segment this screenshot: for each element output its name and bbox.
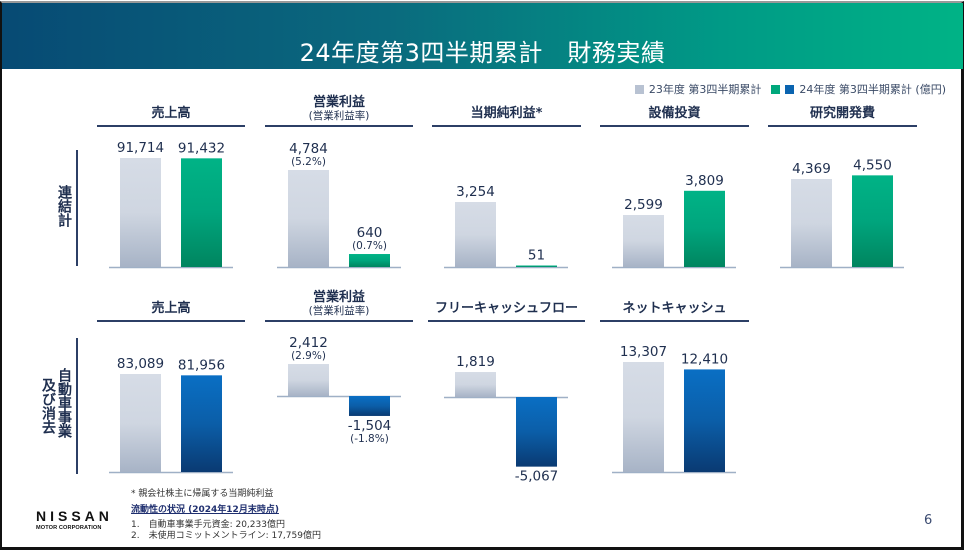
chart-panel: 4,369 4,550 [780, 157, 904, 269]
panel-title-text: 営業利益 [312, 290, 365, 305]
bar-prev-year [623, 215, 664, 267]
panel-subtitle-text: (営業利益率) [308, 110, 370, 122]
chart-panel: 4,784(5.2%) 640(0.7%) [277, 141, 401, 269]
data-sublabel: (2.9%) [291, 350, 326, 362]
row-label-auto-line1: 自動車事業 [56, 368, 72, 438]
data-sublabel: (-1.8%) [350, 433, 389, 445]
bar-current-year [349, 396, 390, 416]
bar-current-year [516, 397, 557, 467]
bar-prev-year [288, 364, 329, 396]
bar-current-year [852, 175, 893, 267]
panel-title-rnd: 研究開発費 [768, 103, 917, 127]
bar-current-year [684, 190, 725, 267]
chart-panel: 13,307 12,410 [612, 344, 736, 474]
data-sublabel: (5.2%) [291, 156, 326, 168]
bar-prev-year [120, 158, 161, 267]
chart-panel: 1,819 -5,067 [444, 354, 568, 485]
legend-swatch-prev [634, 84, 644, 94]
legend: 23年度 第3四半期累計 24年度 第3四半期累計 (億円) [625, 81, 946, 97]
bar-prev-year [455, 372, 496, 397]
panel-title-sales-auto: 売上高 [97, 298, 245, 322]
panel-title-fcf: フリーキャッシュフロー [428, 298, 585, 322]
nissan-logo: NISSAN MOTOR CORPORATION [36, 508, 122, 531]
data-label: 13,307 [620, 344, 667, 360]
page-number: 6 [924, 513, 933, 528]
legend-item-curr: 24年度 第3四半期累計 (億円) [771, 81, 946, 97]
row-label-auto-line2: 及び消去 [40, 378, 56, 434]
legend-swatch-curr-auto [785, 84, 795, 94]
header-band: 24年度第3四半期累計 財務実績 [2, 3, 963, 69]
liquidity-title: 流動性の状況 (2024年12月末時点) [131, 505, 279, 515]
legend-item-prev: 23年度 第3四半期累計 [634, 81, 762, 97]
panel-subtitle-text: (営業利益率) [308, 305, 370, 317]
chart-panel: 2,599 3,809 [612, 173, 736, 269]
bar-current-year [181, 375, 222, 472]
row-label-auto: 自動車事業 及び消去 [40, 368, 72, 438]
bar-prev-year [120, 374, 161, 472]
bar-prev-year [288, 170, 329, 267]
data-label: 4,369 [792, 161, 831, 177]
data-label: 91,432 [178, 140, 225, 156]
bar-prev-year [455, 202, 496, 267]
panel-title-op-auto: 営業利益 (営業利益率) [265, 290, 413, 322]
data-label: -1,504 [348, 418, 392, 434]
panel-title-text: フリーキャッシュフロー [434, 301, 578, 316]
panel-title-sales-consolidated: 売上高 [97, 103, 245, 127]
logo-sub-text: MOTOR CORPORATION [36, 525, 102, 531]
chart-panel: 3,254 51 [444, 184, 568, 269]
bar-current-year [516, 265, 557, 267]
data-label: 4,784 [289, 141, 328, 157]
footnote: * 親会社株主に帰属する当期純利益 [131, 489, 274, 499]
bar-prev-year [791, 179, 832, 267]
data-label: 83,089 [117, 356, 164, 372]
data-label: 640 [357, 225, 383, 241]
panel-title-text: 設備投資 [648, 106, 701, 121]
data-label: 2,599 [624, 197, 663, 213]
liquidity-item: 1. 自動車事業手元資金: 20,233億円 [131, 520, 285, 530]
panel-title-op-consolidated: 営業利益 (営業利益率) [265, 95, 413, 127]
data-label: 1,819 [456, 354, 495, 370]
data-label: -5,067 [515, 469, 559, 485]
data-label: 3,809 [685, 173, 724, 189]
legend-label-prev: 23年度 第3四半期累計 [648, 83, 762, 96]
legend-label-curr: 24年度 第3四半期累計 (億円) [799, 83, 946, 96]
chart-panel: 91,714 91,432 [109, 140, 233, 269]
panel-title-netincome: 当期純利益* [432, 103, 581, 127]
panel-title-netcash: ネットキャッシュ [600, 298, 749, 322]
panel-title-text: 当期純利益* [470, 106, 543, 121]
liquidity-item: 2. 未使用コミットメントライン: 17,759億円 [131, 531, 321, 541]
chart-panel: 2,412(2.9%) -1,504(-1.8%) [277, 335, 401, 445]
data-label: 51 [528, 248, 545, 264]
bar-prev-year [623, 362, 664, 472]
bar-current-year [181, 158, 222, 267]
data-label: 91,714 [117, 140, 164, 156]
data-label: 4,550 [853, 157, 892, 173]
logo-main-text: NISSAN [36, 508, 113, 524]
data-label: 2,412 [289, 335, 328, 351]
panel-title-text: ネットキャッシュ [622, 301, 727, 316]
data-label: 12,410 [681, 351, 728, 367]
slide-title: 24年度第3四半期累計 財務実績 [299, 39, 666, 67]
row-label-consolidated: 連結計 [56, 185, 72, 227]
panel-title-text: 売上高 [151, 301, 191, 316]
data-label: 81,956 [178, 357, 225, 373]
chart-panel: 83,089 81,956 [109, 356, 233, 474]
legend-swatch-curr-consolidated [771, 84, 781, 94]
data-sublabel: (0.7%) [352, 240, 387, 252]
panel-title-text: 研究開発費 [809, 106, 875, 121]
panel-title-text: 売上高 [151, 106, 191, 121]
row-divider-consolidated [76, 150, 78, 266]
data-label: 3,254 [456, 184, 495, 200]
bar-current-year [349, 254, 390, 267]
row-divider-auto [76, 338, 78, 474]
bar-current-year [684, 369, 725, 472]
panel-title-text: 営業利益 [312, 95, 365, 110]
panel-title-capex: 設備投資 [600, 103, 749, 127]
